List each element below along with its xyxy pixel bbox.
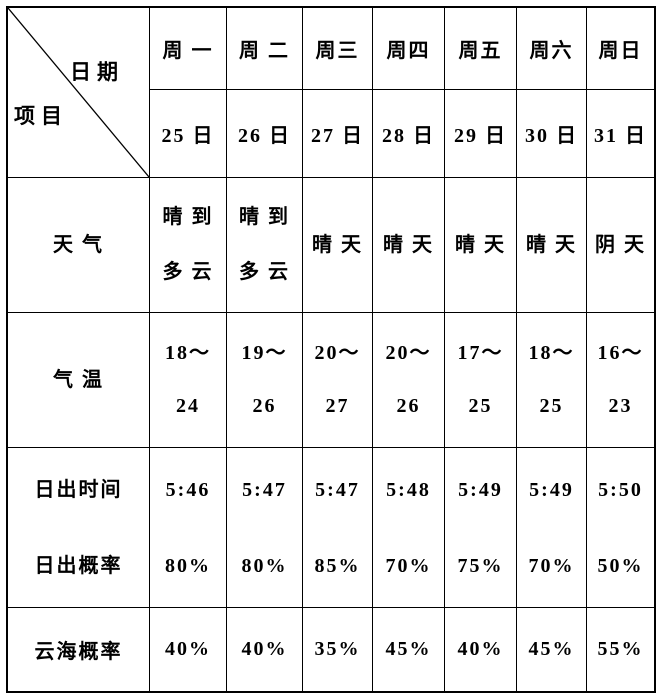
weekday-header-cell: 周日 (587, 8, 654, 90)
date-header-cell: 28 日 (373, 90, 445, 178)
weather-value-cell: 晴 天 (517, 178, 587, 313)
weather-value-cell: 晴 到 多 云 (227, 178, 303, 313)
temperature-value-cell: 20～ 27 (303, 313, 373, 448)
weather-value-cell: 晴 天 (303, 178, 373, 313)
cloud-sea-value-cell: 35% (303, 608, 373, 691)
diagonal-divider-line (8, 8, 149, 177)
cloud-sea-value-cell: 55% (597, 638, 644, 660)
cloud-sea-value-cell: 40% (150, 608, 227, 691)
sunrise-value-cell: 5:49 70% (517, 448, 587, 608)
weather-forecast-table: 日期 项目 周 一 周 二 周三 周四 周五 周六 周日 25 日 26 日 2… (6, 6, 656, 693)
weather-value-cell: 晴 天 (445, 178, 517, 313)
weekday-header-cell: 周五 (445, 8, 517, 90)
date-header-cell: 26 日 (227, 90, 303, 178)
date-header-cell: 25 日 (150, 90, 227, 178)
weekday-header-cell: 周四 (373, 8, 445, 90)
row-label-cloud-sea: 云海概率 (8, 608, 150, 691)
corner-cell: 日期 项目 (8, 8, 150, 178)
sunrise-value-cell: 5:48 70% (373, 448, 445, 608)
date-header-cell: 27 日 (303, 90, 373, 178)
cloud-sea-value-cell: 45% (517, 608, 587, 691)
weekday-header-cell: 周三 (303, 8, 373, 90)
temperature-value-cell: 18～ 25 (517, 313, 587, 448)
weekday-header-cell: 周 一 (150, 8, 227, 90)
sunrise-value-cell: 5:47 80% (227, 448, 303, 608)
temperature-value-cell: 16～ 23 (587, 313, 654, 448)
date-header-cell: 30 日 (517, 90, 587, 178)
weekday-header-cell: 周六 (517, 8, 587, 90)
temperature-value-cell: 19～ 26 (227, 313, 303, 448)
weather-value-cell: 晴 天 (373, 178, 445, 313)
temperature-value-cell: 18～ 24 (150, 313, 227, 448)
temperature-value-cell: 20～ 26 (373, 313, 445, 448)
corner-date-label: 日期 (70, 60, 124, 84)
cloud-sea-value-cell: 40% (445, 608, 517, 691)
date-header-cell: 31 日 (587, 90, 654, 178)
weather-value-cell: 晴 到 多 云 (150, 178, 227, 313)
sunrise-value-cell: 5:46 80% (150, 448, 227, 608)
date-header-cell: 29 日 (445, 90, 517, 178)
temperature-value-cell: 17～ 25 (445, 313, 517, 448)
sunrise-value-cell: 5:50 50% (587, 448, 654, 608)
row-label-weather: 天 气 (8, 178, 150, 313)
row-label-temperature: 气 温 (8, 313, 150, 448)
cloud-sea-value-cell: 40% (227, 608, 303, 691)
weekday-header-cell: 周 二 (227, 8, 303, 90)
row-label-sunrise: 日出时间 日出概率 (8, 448, 150, 608)
cloud-sea-value-cell: 45% (373, 608, 445, 691)
sunrise-value-cell: 5:49 75% (445, 448, 517, 608)
sunrise-value-cell: 5:47 85% (303, 448, 373, 608)
weather-value-cell: 阴 天 (587, 178, 654, 313)
corner-item-label: 项目 (14, 104, 68, 128)
